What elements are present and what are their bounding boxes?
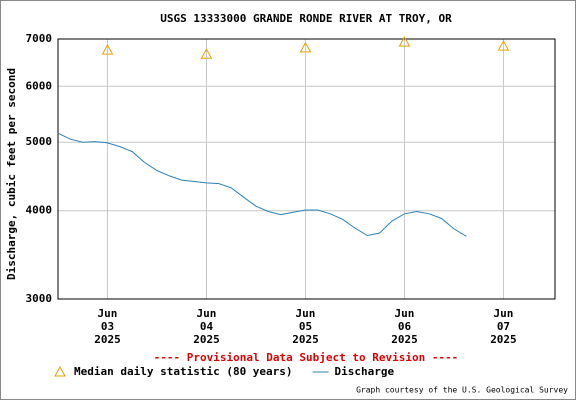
y-tick-label: 4000 bbox=[26, 204, 53, 217]
median-marker bbox=[497, 40, 510, 51]
x-tick-label: Jun 05 2025 bbox=[292, 307, 319, 346]
credit: Graph courtesy of the U.S. Geological Su… bbox=[356, 386, 568, 395]
legend-label: Discharge bbox=[335, 365, 395, 378]
y-tick-label: 5000 bbox=[26, 135, 53, 148]
annotation: ---- Provisional Data Subject to Revisio… bbox=[154, 351, 459, 364]
y-tick-label: 7000 bbox=[26, 32, 53, 45]
y-tick-label: 3000 bbox=[26, 292, 53, 305]
y-tick-label: 6000 bbox=[26, 79, 53, 92]
plot-border bbox=[57, 38, 556, 300]
discharge-line bbox=[57, 132, 467, 237]
median-marker bbox=[101, 44, 114, 55]
y-axis-label: Discharge, cubic feet per second bbox=[5, 68, 18, 280]
median-marker bbox=[200, 48, 213, 59]
x-tick-label: Jun 06 2025 bbox=[391, 307, 418, 346]
legend-marker bbox=[54, 365, 66, 377]
median-marker bbox=[299, 41, 312, 53]
x-tick-label: Jun 04 2025 bbox=[193, 307, 220, 346]
x-tick-label: Jun 07 2025 bbox=[490, 307, 517, 346]
median-marker bbox=[398, 36, 411, 47]
legend-label: Median daily statistic (80 years) bbox=[74, 365, 293, 378]
x-tick-label: Jun 03 2025 bbox=[94, 307, 121, 346]
chart-title: USGS 13333000 GRANDE RONDE RIVER AT TROY… bbox=[160, 12, 452, 25]
